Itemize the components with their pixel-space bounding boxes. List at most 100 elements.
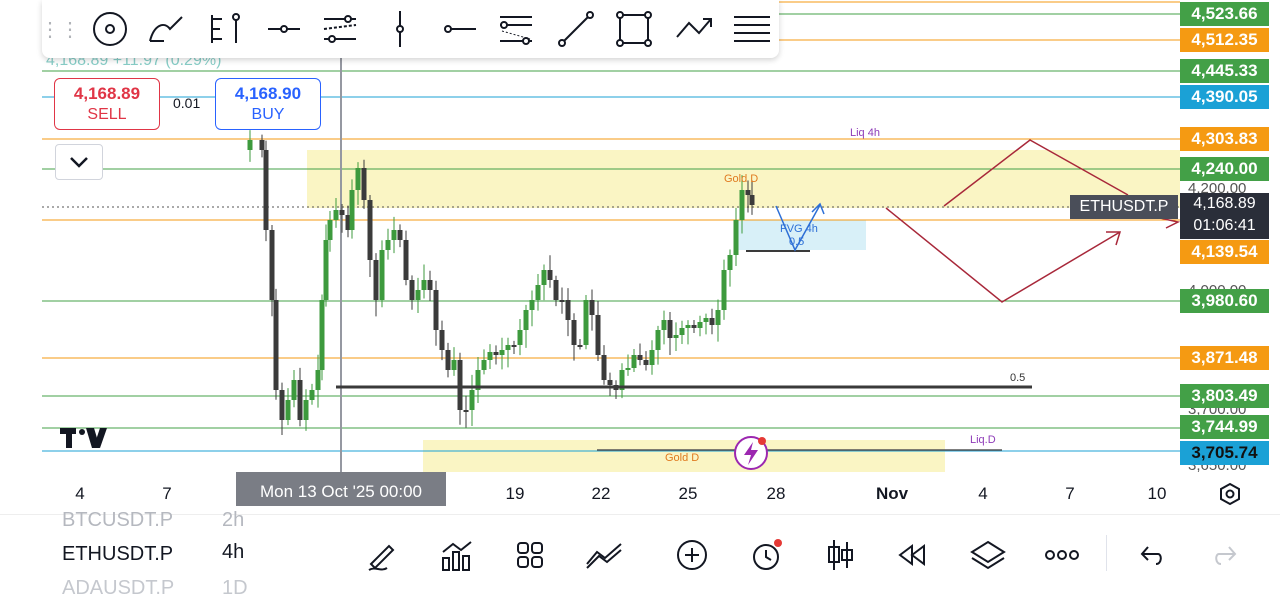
time-label: 25 [678,484,698,503]
candle-body [397,230,403,240]
chart-settings-icon[interactable] [1218,482,1242,511]
candle-body [511,345,517,347]
candle-body [285,400,291,420]
sell-button[interactable]: 4,168.89 SELL [54,78,160,130]
layers-icon[interactable] [968,535,1008,575]
candle-body [349,190,355,230]
candle-body [577,345,583,347]
layout-grid-icon[interactable] [510,535,550,575]
candle-body [517,330,523,345]
bottom-toolbar: BTCUSDT.P 2h ETHUSDT.P 4h ADAUSDT.P 1D [0,509,1280,599]
pencil-icon[interactable] [362,535,402,575]
candle-body [345,215,351,230]
divider [1106,535,1107,571]
candle-body [685,325,691,328]
projection-arrowhead [1106,231,1122,246]
projection-path[interactable] [943,139,1129,207]
projection-path-2[interactable] [885,207,1121,303]
cursor-circle-icon[interactable] [88,8,132,50]
interval-prev[interactable]: 2h [222,509,245,531]
chevron-down-icon [70,157,88,168]
time-label: 7 [1065,484,1075,503]
candle-body [367,200,373,260]
interval-next[interactable]: 1D [222,577,248,599]
vertical-line-icon[interactable] [378,8,422,50]
symbol-next[interactable]: ADAUSDT.P [62,577,175,599]
settings-lines-icon[interactable] [730,8,774,50]
candle-body [247,140,253,150]
candle-body [475,370,481,390]
fib-ruler-icon[interactable] [202,8,246,50]
candle-body [259,140,265,150]
candle-body [553,280,559,300]
time-label: 7 [162,484,172,503]
candle-body [559,300,565,302]
symbol-selector[interactable]: ETHUSDT.P [62,543,174,565]
path-icon[interactable] [672,8,716,50]
brush-icon[interactable] [144,8,188,50]
parallel-channel-icon[interactable] [318,8,362,50]
collapse-trade-button[interactable] [55,144,103,180]
candle-body [379,250,385,300]
candle-body [571,320,577,345]
symbol-prev[interactable]: BTCUSDT.P [62,509,174,531]
candle-body [385,240,391,250]
fvg-zone [736,220,866,250]
drag-grip-icon[interactable]: ⋮⋮ [40,18,80,41]
candle-body [703,318,709,322]
bar-countdown: 01:06:41 [1193,217,1256,234]
price-label: 3,705.74 [1180,441,1269,465]
gold-d-top-label: Gold D [724,173,758,185]
alert-clock-icon[interactable] [746,535,786,575]
lightning-icon[interactable] [734,436,768,470]
candle-body [529,300,535,310]
time-label: 4 [75,484,85,503]
candle-body [291,380,297,400]
candle-body [463,410,469,412]
last-price-tag: 4,168.89 01:06:41 [1180,193,1269,239]
replay-icon[interactable] [894,535,934,575]
trend-line-icon[interactable] [554,8,598,50]
candle-body [565,300,571,320]
candle-body [595,315,601,355]
redo-icon[interactable] [1206,535,1246,575]
fib-retracement-icon[interactable] [494,8,538,50]
candle-body [631,355,637,368]
price-chart[interactable]: Liq 4h Gold D FVG 4h 0.5 0.5 Liq.D Gold … [0,0,1280,472]
undo-icon[interactable] [1131,535,1171,575]
time-label: 10 [1147,484,1167,503]
candle-body [403,240,409,280]
candle-body [273,300,279,390]
candle-type-icon[interactable] [820,535,860,575]
price-label: 3,803.49 [1180,384,1269,408]
candle-body [541,270,547,285]
indicators-icon[interactable] [436,535,476,575]
candle-body [315,370,321,390]
candle-body [637,355,643,360]
tradingview-logo [60,428,107,448]
time-label: 4 [978,484,988,503]
horizontal-ray-icon[interactable] [262,8,306,50]
price-label: 4,139.54 [1180,240,1269,264]
liq-4h-label: Liq 4h [850,127,880,139]
candle-body [607,380,613,385]
fib-half-label: 0.5 [1010,372,1025,384]
candle-body [279,390,285,420]
horizontal-line-icon[interactable] [438,8,482,50]
candle-body [589,300,595,315]
fvg-mid-label: 0.5 [789,236,804,248]
candle-body [297,380,303,420]
candle-body [333,210,339,220]
buy-button[interactable]: 4,168.90 BUY [215,78,321,130]
candle-body [319,300,325,370]
time-axis[interactable]: 4 7 Mon 13 Oct '25 00:00 19 22 25 28 Nov… [0,472,1280,514]
compare-icon[interactable] [584,535,624,575]
more-icon[interactable] [1042,535,1082,575]
rectangle-icon[interactable] [612,8,656,50]
candle-body [481,360,487,370]
symbol-price-tag: ETHUSDT.P [1070,195,1178,219]
blue-path[interactable] [775,204,821,252]
candle-body [649,350,655,365]
add-icon[interactable] [672,535,712,575]
interval-selector[interactable]: 4h [222,541,245,563]
